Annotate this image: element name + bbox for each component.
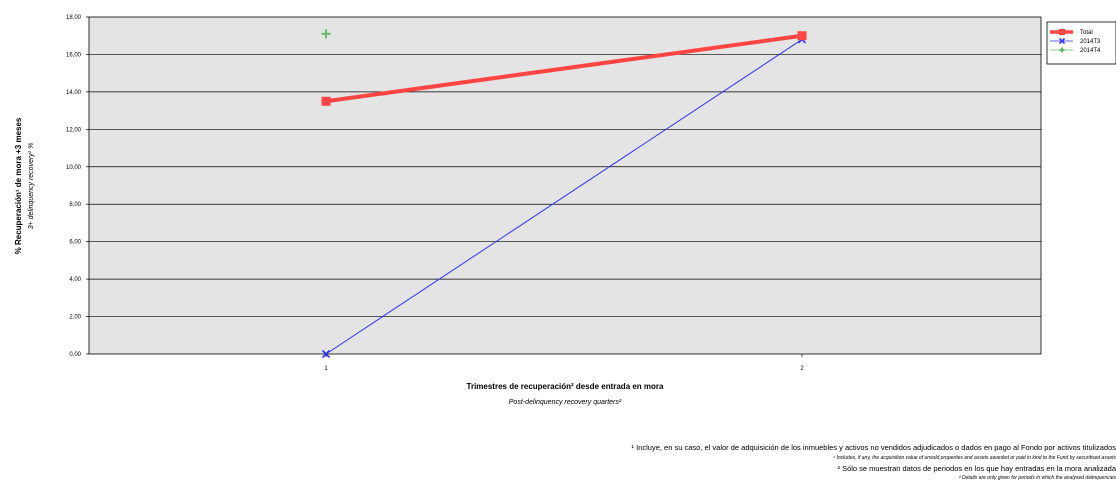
- series-group: [321, 29, 807, 359]
- data-point: [797, 31, 807, 41]
- data-point: [321, 349, 331, 359]
- y-tick-label: 4,00: [69, 277, 81, 283]
- y-tick-label: 6,00: [69, 240, 81, 246]
- x-tick-label: 2: [800, 366, 804, 372]
- x-axis-title: Trimestres de recuperación² desde entrad…: [467, 382, 665, 391]
- footnotes: ¹ Incluye, en su caso, el valor de adqui…: [476, 444, 1116, 481]
- legend-items: Total 2014T3 2014T4: [1050, 29, 1101, 54]
- footnote-2: ² Sólo se muestran datos de periodos en …: [837, 463, 1116, 473]
- y-tick-label: 2,00: [69, 315, 81, 321]
- y-axis-title-en: 3+ delinquency recovery¹ %: [28, 143, 35, 230]
- y-tick-label: 16,00: [66, 52, 82, 58]
- data-point: [1059, 29, 1065, 35]
- y-tick-label: 10,00: [66, 165, 82, 171]
- y-tick-label: 8,00: [69, 202, 81, 208]
- series-line: [325, 39, 803, 355]
- legend-item: 2014T3: [1050, 37, 1101, 45]
- legend-label: Total: [1080, 30, 1093, 36]
- footnote-2-en: ² Details are only given for periods in …: [958, 475, 1116, 481]
- y-axis-title: % Recuperación¹ de mora +3 meses: [14, 117, 23, 254]
- legend-item: 2014T4: [1050, 47, 1101, 54]
- footnote-1-en: ¹ Includes, if any, the acquisition valu…: [833, 454, 1116, 461]
- chart: 0,00 2,00 4,00 6,00 8,00 10,00 12,00 14,00 16,00…: [14, 15, 1116, 406]
- marker-stroke: [1058, 37, 1066, 45]
- legend-item: Total: [1050, 29, 1093, 36]
- y-tick-label: 0,00: [69, 352, 81, 358]
- series-2014t4: [321, 29, 331, 39]
- plot-area: [88, 16, 1042, 355]
- data-point: [321, 96, 331, 106]
- data-point: [1059, 47, 1065, 53]
- series-total: [321, 31, 807, 106]
- data-point: [1058, 37, 1066, 45]
- grid-lines: [86, 16, 1041, 357]
- series-line: [325, 33, 803, 104]
- footnote-1: ¹ Incluye, en su caso, el valor de adqui…: [631, 444, 1116, 452]
- y-tick-labels: 0,00 2,00 4,00 6,00 8,00 10,00 12,00 14,00 16,00…: [66, 15, 82, 358]
- legend-label: 2014T4: [1080, 48, 1101, 54]
- x-tick-label: 1: [324, 366, 328, 372]
- marker-stroke: [321, 349, 331, 359]
- legend: Total 2014T3 2014T4: [1046, 21, 1116, 65]
- data-point: [321, 29, 331, 39]
- y-tick-label: 18,00: [66, 15, 82, 21]
- x-axis-title-en: Post-delinquency recovery quarters²: [509, 399, 622, 406]
- legend-box: [1046, 21, 1116, 65]
- y-tick-label: 12,00: [66, 127, 82, 133]
- y-tick-label: 14,00: [66, 90, 82, 96]
- legend-label: 2014T3: [1080, 39, 1101, 45]
